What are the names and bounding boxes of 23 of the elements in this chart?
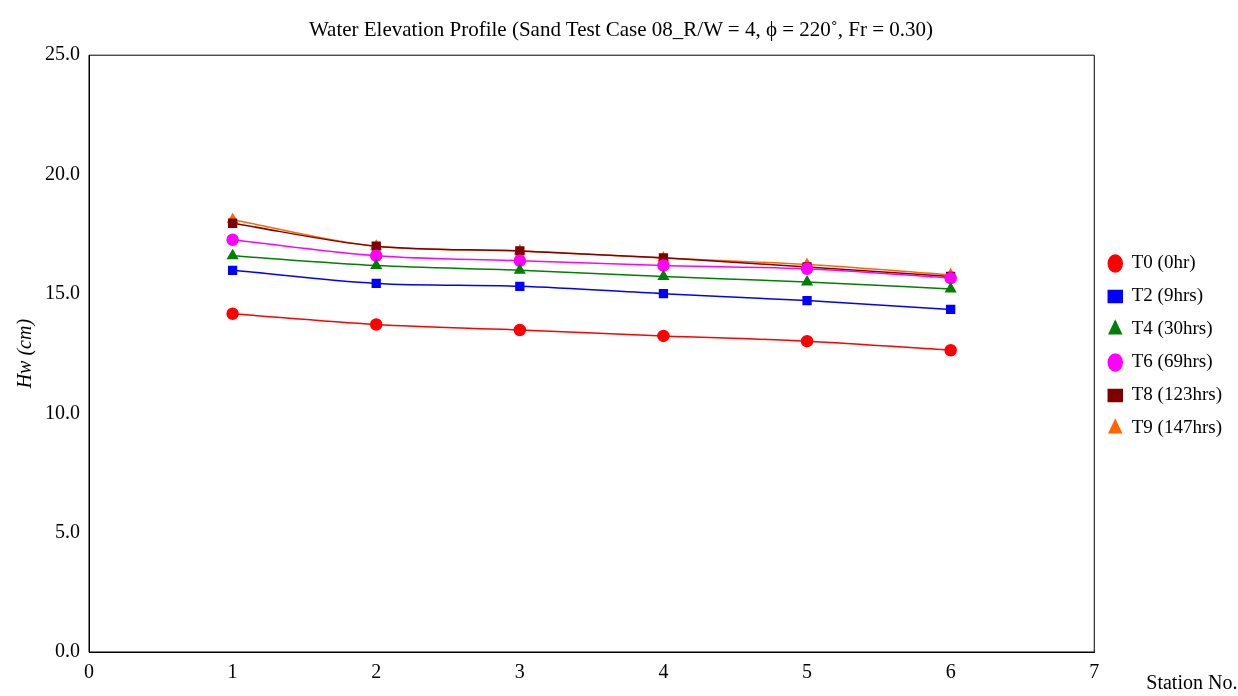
x-tick-label: 4: [658, 660, 669, 683]
x-tick-label: 3: [514, 660, 525, 683]
x-axis-title: Station No.: [1146, 671, 1238, 694]
legend-label: T9 (147hrs): [1131, 416, 1222, 439]
y-tick-label: 20.0: [45, 161, 80, 184]
x-tick-label: 1: [227, 660, 238, 683]
legend-label: T6 (69hrs): [1131, 350, 1213, 373]
x-tick-label: 6: [945, 660, 956, 683]
x-tick-label: 2: [371, 660, 382, 683]
legend-label: T2 (9hrs): [1131, 284, 1203, 307]
legend-label: T8 (123hrs): [1131, 383, 1222, 406]
y-tick-label: 0.0: [55, 639, 80, 662]
y-tick-label: 15.0: [45, 281, 80, 304]
legend-label: T0 (0hr): [1131, 251, 1196, 274]
chart-title: Water Elevation Profile (Sand Test Case 08_R/W = 4, ϕ = 220˚, Fr = 0.30): [308, 17, 934, 42]
legend-label: T4 (30hrs): [1131, 317, 1213, 340]
y-tick-label: 10.0: [45, 400, 80, 423]
x-tick-label: 0: [84, 660, 94, 683]
y-axis-title: Hw (cm): [13, 318, 37, 390]
x-tick-label: 7: [1089, 660, 1100, 683]
x-tick-label: 5: [802, 660, 813, 683]
y-tick-label: 5.0: [55, 519, 80, 542]
y-tick-label: 25.0: [45, 42, 80, 65]
